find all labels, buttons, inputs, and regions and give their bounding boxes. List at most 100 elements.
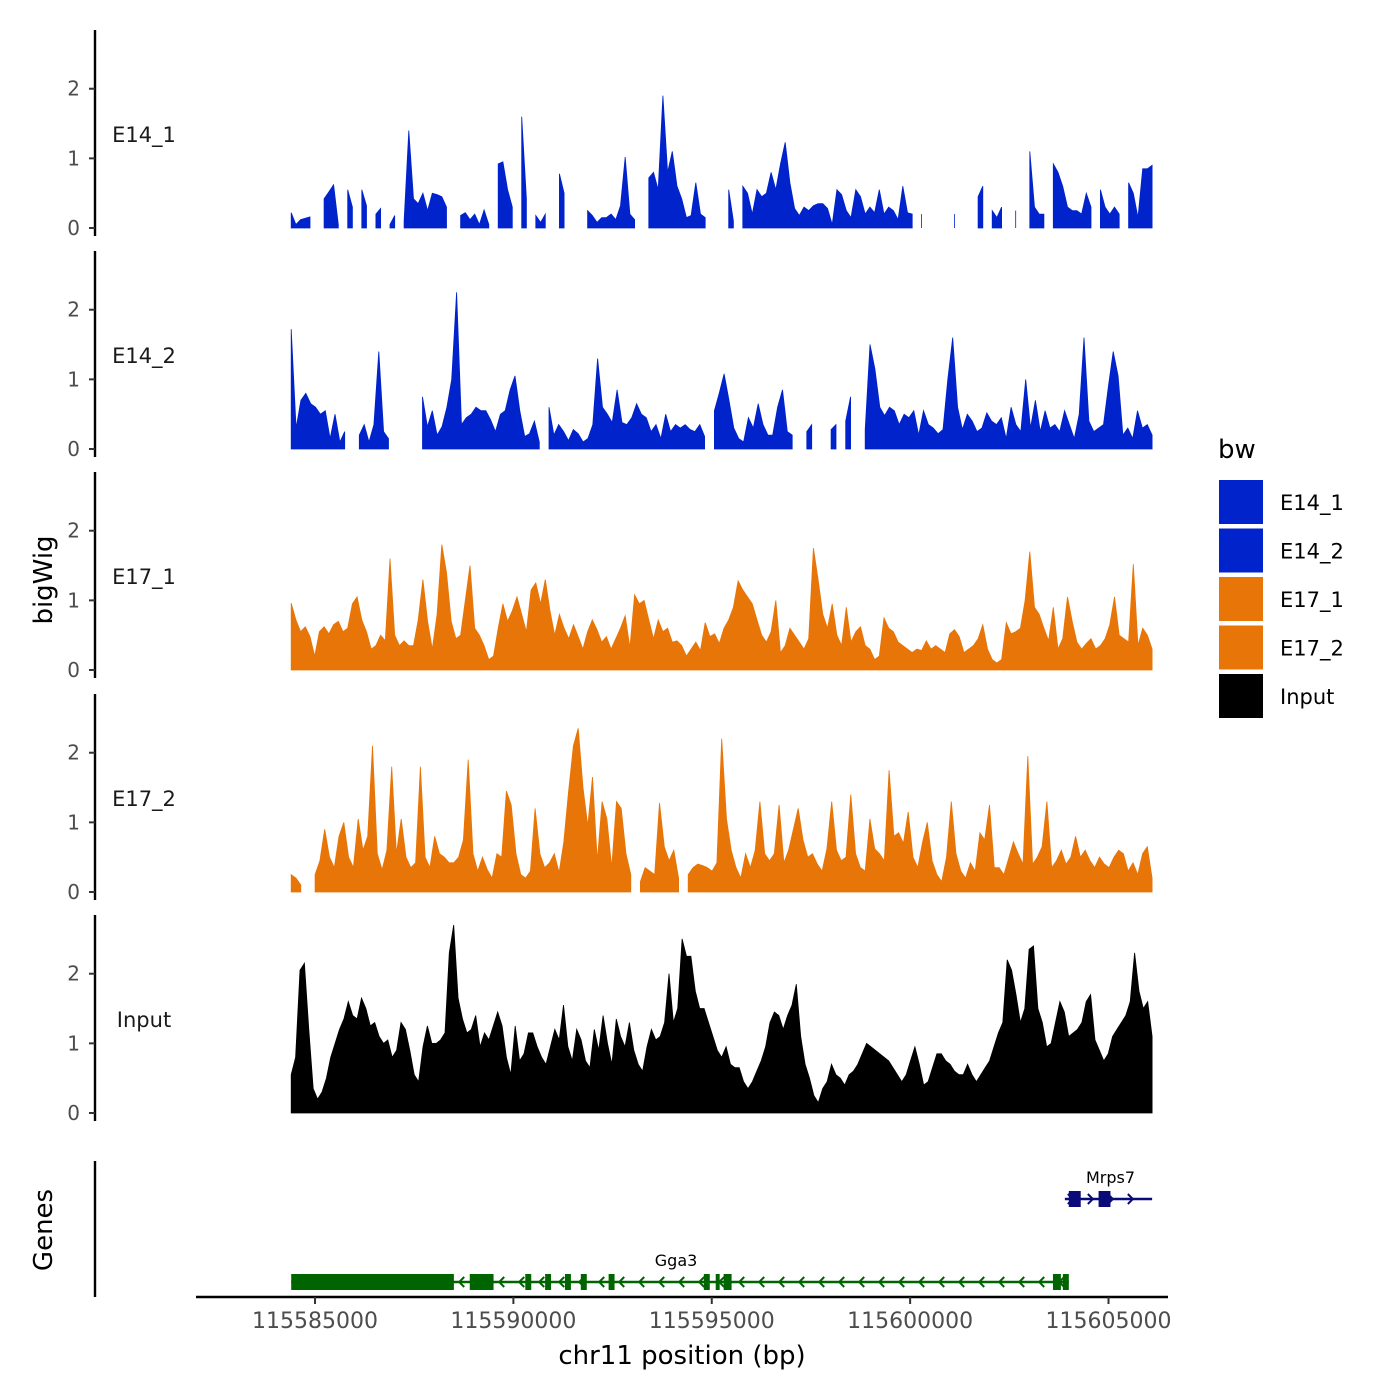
strand-arrow	[697, 1276, 705, 1288]
y-tick-label: 1	[67, 810, 80, 834]
signal-area-e14-1	[1100, 189, 1120, 229]
legend-label: E14_2	[1280, 540, 1344, 565]
track-input: 0 1 2 Input	[67, 915, 1153, 1125]
signal-area-e14-2	[422, 292, 540, 450]
exon	[545, 1274, 552, 1290]
gene-label-mrps7: Mrps7	[1086, 1168, 1135, 1187]
track-label-e14-2: E14_2	[112, 344, 176, 369]
strand-arrow	[677, 1276, 685, 1288]
y-tick-label: 1	[67, 588, 80, 612]
strand-arrow	[597, 1276, 605, 1288]
exon	[291, 1274, 454, 1290]
exon	[608, 1274, 615, 1290]
signal-area-e14-2	[714, 373, 793, 450]
exon	[525, 1274, 532, 1290]
strand-arrow	[1087, 1193, 1095, 1205]
track-label-e17-1: E17_1	[112, 565, 176, 590]
legend-label: Input	[1280, 685, 1334, 709]
strand-arrow	[617, 1276, 625, 1288]
strand-arrow	[997, 1276, 1005, 1288]
legend-swatch	[1219, 577, 1263, 621]
legend: bw E14_1 E14_2 E17_1 E17_2 Input	[1218, 435, 1344, 718]
legend-swatch	[1219, 674, 1263, 718]
y-axis-title-genes: Genes	[29, 1189, 59, 1271]
y-tick-label: 2	[67, 77, 80, 101]
y-tick-label: 0	[67, 216, 80, 240]
signal-area-e14-1	[497, 161, 513, 229]
signal-area-e14-2	[290, 329, 346, 450]
strand-arrow	[1037, 1276, 1045, 1288]
exon	[703, 1274, 710, 1290]
y-tick-label: 1	[67, 146, 80, 170]
strand-arrow	[537, 1276, 545, 1288]
exon	[1062, 1274, 1069, 1290]
signal-area-e17-2	[290, 873, 302, 893]
track-label-e14-1: E14_1	[112, 123, 176, 148]
track-e17-2: 0 1 2 E17_2	[67, 694, 1153, 904]
x-axis-title: chr11 position (bp)	[558, 1341, 805, 1371]
signal-area-e14-2	[806, 423, 813, 450]
strand-arrow	[757, 1276, 765, 1288]
signal-area-e17-2	[314, 728, 632, 893]
strand-arrow	[737, 1276, 745, 1288]
y-tick-label: 2	[67, 298, 80, 322]
track-e14-2: 0 1 2 E14_2	[67, 251, 1153, 461]
y-tick-label: 0	[67, 437, 80, 461]
legend-swatch	[1219, 528, 1263, 573]
signal-area-e14-1	[535, 212, 546, 229]
signal-area-e14-1	[403, 130, 447, 229]
y-tick-label: 2	[67, 519, 80, 543]
strand-arrow	[897, 1276, 905, 1288]
strand-arrow	[817, 1276, 825, 1288]
signal-area-e14-1	[587, 156, 635, 229]
legend-item-e14-1: E14_1	[1219, 480, 1344, 524]
signal-area-e14-2	[830, 423, 837, 450]
signal-area-e14-1	[1128, 164, 1153, 229]
y-tick-label: 1	[67, 1031, 80, 1055]
signal-area-e14-1	[559, 173, 565, 229]
y-tick-label: 0	[67, 880, 80, 904]
strand-arrow	[497, 1276, 505, 1288]
gene-mrps7: Mrps7	[1064, 1168, 1153, 1207]
legend-label: E17_2	[1280, 637, 1344, 662]
x-tick-label: 115600000	[847, 1309, 973, 1334]
strand-arrow	[937, 1276, 945, 1288]
x-tick-label: 115605000	[1045, 1309, 1171, 1334]
gene-annotation-panel: Gga3 Mrps7	[93, 1161, 1153, 1297]
strand-arrow	[1127, 1193, 1135, 1205]
y-tick-label: 2	[67, 962, 80, 986]
strand-arrow	[777, 1276, 785, 1288]
exon	[715, 1274, 720, 1290]
x-tick-label: 115585000	[252, 1309, 378, 1334]
x-tick-label: 115595000	[649, 1309, 775, 1334]
gene-label-gga3: Gga3	[655, 1251, 698, 1270]
track-e17-1: 0 1 2 E17_1	[67, 472, 1153, 682]
signal-area-e14-1	[1029, 151, 1045, 229]
legend-item-e14-2: E14_2	[1219, 528, 1344, 573]
signal-area-e17-1	[290, 544, 1153, 671]
y-tick-label: 1	[67, 367, 80, 391]
y-tick-label: 2	[67, 741, 80, 765]
strand-arrow	[797, 1276, 805, 1288]
signal-area-e14-1	[648, 95, 706, 229]
signal-area-e17-2	[640, 802, 679, 893]
strand-arrow	[917, 1276, 925, 1288]
legend-item-input: Input	[1219, 674, 1334, 718]
legend-label: E17_1	[1280, 588, 1344, 613]
signal-area-e14-1	[728, 189, 734, 229]
signal-area-e14-2	[864, 337, 1153, 450]
signal-area-e14-1	[521, 116, 527, 229]
signal-area-e14-1	[991, 206, 1002, 229]
legend-swatch	[1219, 480, 1263, 524]
strand-arrow	[877, 1276, 885, 1288]
signal-area-e14-1	[389, 215, 396, 229]
gene-gga3: Gga3	[291, 1251, 1069, 1290]
signal-area-e14-1	[977, 186, 984, 229]
strand-arrow	[457, 1276, 465, 1288]
strand-arrow	[977, 1276, 985, 1288]
strand-arrow	[517, 1276, 525, 1288]
exon	[469, 1274, 494, 1290]
signal-area-e14-1	[347, 189, 353, 229]
strand-arrow	[837, 1276, 845, 1288]
